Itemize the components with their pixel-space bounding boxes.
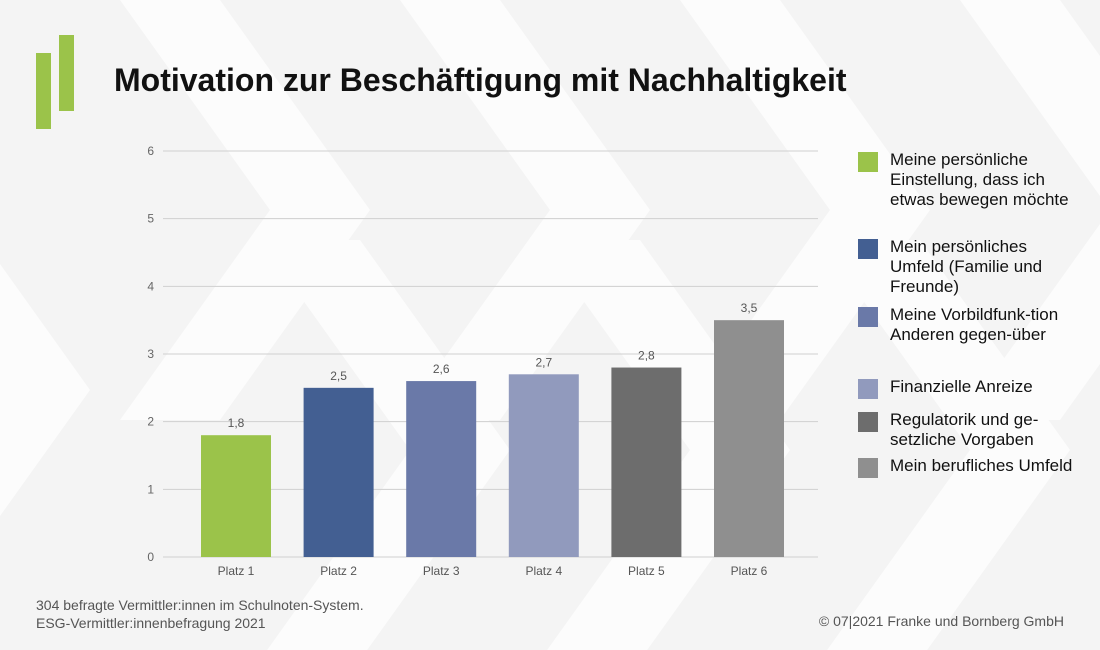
legend-label-2: Mein persönliches Umfeld (Familie und Fr… [890, 237, 1043, 296]
legend-label-3: Meine Vorbildfunk-tion Anderen gegen-übe… [890, 305, 1059, 344]
source-line-1: 304 befragte Vermittler:innen im Schulno… [36, 597, 364, 613]
bar-5 [611, 367, 682, 557]
category-label-4: Platz 4 [525, 564, 562, 578]
y-tick-label-2: 2 [147, 415, 154, 429]
y-tick-label-0: 0 [147, 550, 154, 564]
legend-label-1: Meine persönliche Einstellung, dass ich … [890, 150, 1069, 209]
y-axis-tick-labels: 0 1 2 3 4 5 6 [147, 144, 154, 564]
y-tick-label-6: 6 [147, 144, 154, 158]
legend-swatch-2 [858, 239, 878, 259]
category-label-3: Platz 3 [423, 564, 460, 578]
logo-bar-left [36, 53, 51, 129]
source-line-2: ESG-Vermittler:innenbefragung 2021 [36, 615, 266, 631]
bar-2 [303, 387, 374, 557]
category-label-1: Platz 1 [218, 564, 255, 578]
y-tick-label-4: 4 [147, 279, 154, 293]
value-label-6: 3,5 [741, 301, 758, 315]
grid-lines [163, 150, 818, 558]
value-label-3: 2,6 [433, 362, 450, 376]
legend-swatch-3 [858, 307, 878, 327]
legend-label-6: Mein berufliches Umfeld [890, 456, 1073, 475]
legend-swatch-1 [858, 152, 878, 172]
bars [201, 320, 784, 557]
x-axis-category-labels: Platz 1 Platz 2 Platz 3 Platz 4 Platz 5 Platz… [218, 564, 768, 578]
category-label-2: Platz 2 [320, 564, 357, 578]
source-note: 304 befragte Vermittler:innen im Schulno… [36, 596, 364, 632]
bar-4 [508, 374, 579, 557]
value-label-5: 2,8 [638, 349, 655, 363]
y-tick-label-3: 3 [147, 347, 154, 361]
y-tick-label-1: 1 [147, 482, 154, 496]
bar-value-labels: 1,8 2,5 2,6 2,7 2,8 3,5 [228, 301, 758, 430]
category-label-5: Platz 5 [628, 564, 665, 578]
category-label-6: Platz 6 [731, 564, 768, 578]
y-tick-label-5: 5 [147, 212, 154, 226]
copyright: © 07|2021 Franke und Bornberg GmbH [818, 613, 1064, 629]
legend-label-5: Regulatorik und ge-setzliche Vorgaben [890, 410, 1039, 449]
bar-6 [714, 320, 784, 557]
legend-swatch-6 [858, 458, 878, 478]
value-label-1: 1,8 [228, 416, 245, 430]
logo-bar-right [59, 35, 74, 111]
bar-3 [406, 381, 477, 557]
legend-swatch-5 [858, 412, 878, 432]
value-label-4: 2,7 [535, 355, 552, 369]
legend-swatch-4 [858, 379, 878, 399]
value-label-2: 2,5 [330, 369, 347, 383]
chart-title: Motivation zur Beschäftigung mit Nachhal… [114, 62, 847, 98]
bar-1 [201, 435, 271, 557]
legend-label-4: Finanzielle Anreize [890, 377, 1033, 396]
